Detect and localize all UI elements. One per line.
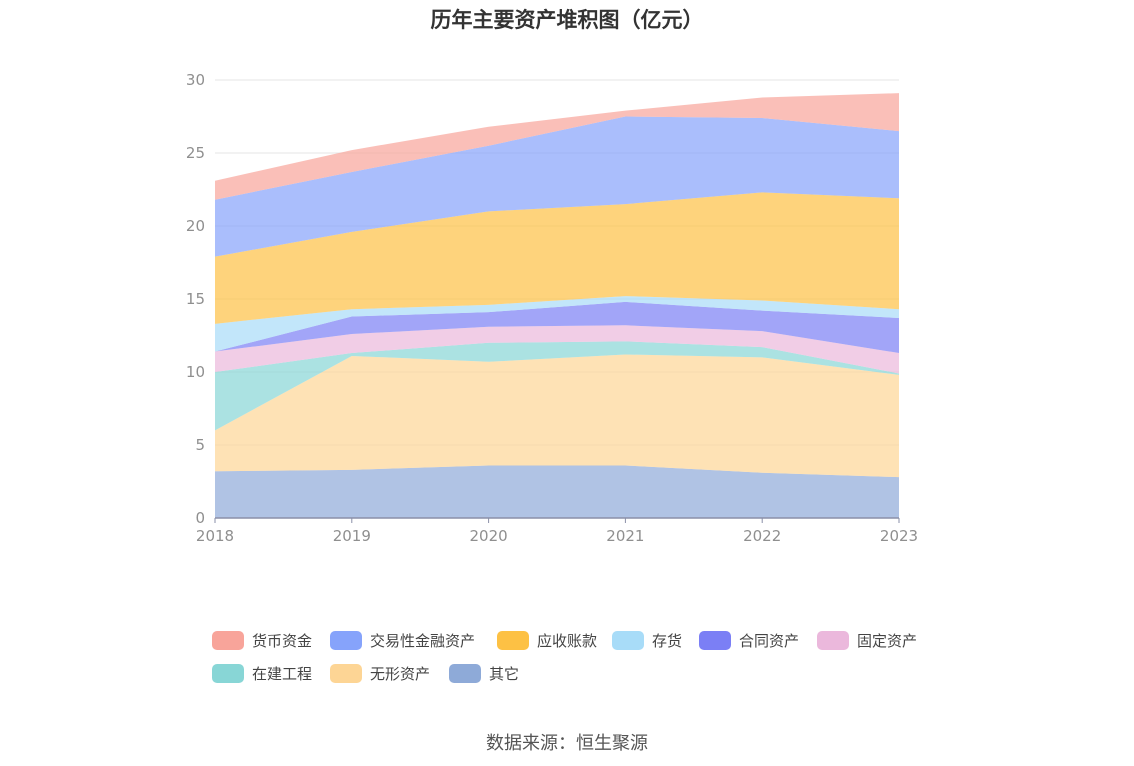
y-tick-label: 5: [195, 436, 205, 454]
legend-label: 其它: [489, 665, 520, 683]
x-tick-label: 2022: [743, 527, 781, 545]
area-series-4: [215, 301, 899, 354]
x-tick-label: 2021: [606, 527, 644, 545]
legend-item[interactable]: 合同资产: [699, 630, 799, 651]
legend-item[interactable]: 固定资产: [817, 630, 917, 651]
legend-label: 固定资产: [857, 632, 918, 650]
x-tick-label: 2019: [333, 527, 371, 545]
x-tick-label: 2020: [470, 527, 508, 545]
legend-swatch: [817, 631, 849, 650]
legend-swatch: [330, 664, 362, 683]
y-tick-label: 10: [186, 363, 205, 381]
area-series-3: [215, 325, 899, 374]
legend-swatch: [699, 631, 731, 650]
legend-label: 合同资产: [739, 632, 800, 650]
legend-item[interactable]: 在建工程: [212, 663, 312, 684]
legend-swatch: [449, 664, 481, 683]
legend-item[interactable]: 交易性金融资产: [330, 630, 475, 651]
legend-swatch: [497, 631, 529, 650]
source-note: 数据来源：恒生聚源: [486, 733, 648, 754]
legend-item[interactable]: 无形资产: [330, 663, 430, 684]
legend-label: 无形资产: [370, 665, 431, 683]
area-series-0: [215, 465, 899, 518]
area-series-6: [215, 192, 899, 324]
y-tick-label: 0: [195, 509, 205, 527]
x-tick-label: 2023: [880, 527, 918, 545]
legend-label: 应收账款: [537, 632, 598, 650]
legend-swatch: [612, 631, 644, 650]
legend-label: 在建工程: [252, 665, 313, 683]
y-tick-label: 20: [186, 217, 205, 235]
area-layer: [215, 93, 899, 518]
legend-swatch: [212, 631, 244, 650]
y-tick-label: 25: [186, 144, 205, 162]
x-tick-label: 2018: [196, 527, 234, 545]
legend-swatch: [330, 631, 362, 650]
area-series-7: [215, 116, 899, 257]
legend-label: 存货: [652, 632, 683, 650]
area-series-5: [215, 296, 899, 352]
y-tick-label: 15: [186, 290, 205, 308]
area-series-8: [215, 93, 899, 200]
axes: 0 5 10 15 20 25 30 2018 2019 2020 2021 2022 2023: [186, 71, 918, 545]
legend-item[interactable]: 存货: [612, 630, 682, 651]
legend-label: 交易性金融资产: [370, 632, 476, 650]
area-series-1: [215, 354, 899, 478]
y-tick-label: 30: [186, 71, 205, 89]
legend-item[interactable]: 货币资金: [212, 630, 312, 651]
legend-item[interactable]: 其它: [449, 663, 519, 684]
legend-label: 货币资金: [252, 632, 313, 650]
legend-swatch: [212, 664, 244, 683]
legend-item[interactable]: 应收账款: [497, 630, 597, 651]
chart-title: 历年主要资产堆积图（亿元）: [430, 8, 704, 32]
